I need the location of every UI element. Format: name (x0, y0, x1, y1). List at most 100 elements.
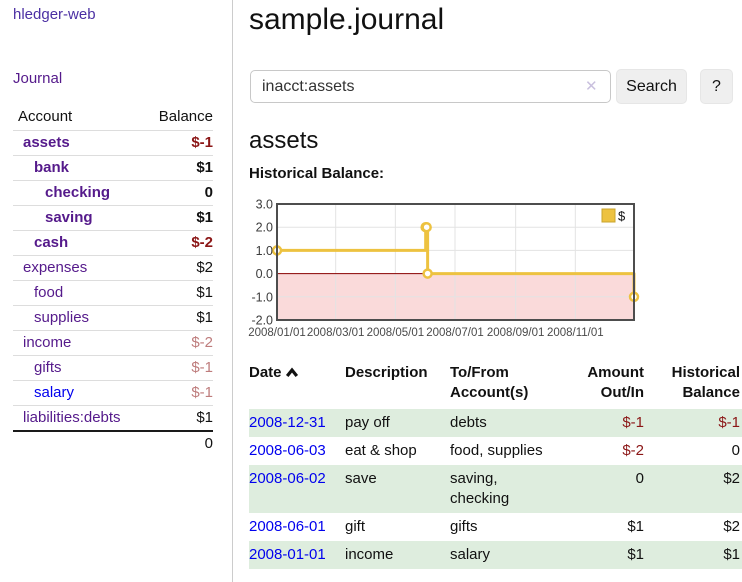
account-balance: $2 (141, 255, 213, 281)
account-link-liabilities-debts[interactable]: liabilities:debts (23, 409, 121, 426)
register-table: Date Description To/From Account(s) Amou… (249, 360, 742, 569)
transaction-date-cell: 2008-06-02 (249, 465, 345, 513)
main-content: sample.journal ✕ Search ? assets Histori… (248, 0, 742, 582)
accounts-total-row: 0 (13, 430, 213, 456)
y-axis-tick-label: 2.0 (256, 221, 273, 235)
y-axis-tick-label: 3.0 (256, 198, 273, 212)
chart-border (276, 203, 635, 321)
search-input[interactable] (250, 70, 611, 103)
transaction-date-link[interactable]: 2008-12-31 (249, 414, 326, 431)
account-row: liabilities:debts $1 (13, 405, 213, 431)
register-table-body: 2008-12-31 pay off debts $-1 $-1 2008-06-03 ea… (249, 409, 742, 569)
transaction-date-link[interactable]: 2008-06-02 (249, 470, 326, 487)
account-link-cash[interactable]: cash (34, 234, 69, 251)
transaction-amount: $-2 (622, 442, 644, 459)
transaction-accounts: debts (450, 414, 487, 431)
account-balance: 0 (141, 180, 213, 206)
account-name-cell: bank (13, 155, 142, 181)
account-name-cell: gifts (13, 355, 142, 381)
y-axis-tick-label: -2.0 (251, 314, 273, 328)
clear-search-icon[interactable]: ✕ (585, 78, 598, 95)
transaction-date-link[interactable]: 2008-06-01 (249, 518, 326, 535)
register-header-date[interactable]: Date (249, 360, 345, 409)
account-row: gifts $-1 (13, 355, 213, 381)
transaction-balance: $2 (723, 470, 740, 487)
account-row: salary $-1 (13, 380, 213, 406)
transaction-date-link[interactable]: 2008-01-01 (249, 546, 326, 563)
legend-label: $ (618, 209, 626, 224)
account-link-expenses[interactable]: expenses (23, 259, 88, 276)
y-axis-tick-label: 1.0 (256, 244, 273, 258)
transaction-row: 2008-06-03 eat & shop food, supplies $-2 0 (249, 437, 742, 465)
register-header-description: Description (345, 364, 428, 381)
transaction-date-cell: 2008-06-01 (249, 513, 345, 541)
x-axis-tick-label: 2008/03/01 (307, 327, 365, 339)
account-row: food $1 (13, 280, 213, 306)
account-link-salary[interactable]: salary (34, 384, 75, 401)
account-name-cell: food (13, 280, 142, 306)
help-button[interactable]: ? (700, 69, 733, 104)
transaction-date-link[interactable]: 2008-06-03 (249, 442, 326, 459)
account-link-checking[interactable]: checking (45, 184, 111, 201)
search-button[interactable]: Search (616, 69, 687, 104)
account-heading: assets (249, 127, 319, 154)
register-header-balance: Historical Balance (671, 364, 740, 401)
account-row: checking 0 (13, 180, 213, 206)
account-link-food[interactable]: food (34, 284, 64, 301)
account-link-supplies[interactable]: supplies (34, 309, 90, 326)
account-name-cell: assets (13, 131, 142, 156)
data-point-marker (422, 268, 433, 279)
register-header-accounts: To/From Account(s) (450, 364, 529, 401)
transaction-row: 2008-12-31 pay off debts $-1 $-1 (249, 409, 742, 437)
account-row: expenses $2 (13, 255, 213, 281)
transaction-accounts: saving, checking (450, 470, 510, 507)
account-row: bank $1 (13, 155, 213, 181)
transaction-balance: 0 (731, 442, 740, 459)
account-balance: $1 (141, 405, 213, 431)
account-row: assets $-1 (13, 131, 213, 156)
y-axis-tick-label: -1.0 (251, 290, 273, 304)
account-link-saving[interactable]: saving (45, 209, 93, 226)
account-balance: $-1 (191, 134, 213, 151)
transaction-description: pay off (345, 414, 390, 431)
transaction-row: 2008-06-02 save saving, checking 0 $2 (249, 465, 742, 513)
account-name-cell: income (13, 330, 142, 356)
date-header-label: Date (249, 364, 282, 381)
transaction-description: save (345, 470, 377, 487)
transaction-date-cell: 2008-06-03 (249, 437, 345, 465)
x-axis-tick-label: 2008/11/01 (547, 327, 604, 339)
transaction-date-cell: 2008-12-31 (249, 409, 345, 437)
account-link-bank[interactable]: bank (34, 159, 70, 176)
register-header-row: Date Description To/From Account(s) Amou… (249, 360, 742, 409)
account-link-income[interactable]: income (23, 334, 72, 351)
transaction-amount: $1 (627, 546, 644, 563)
account-name-cell: supplies (13, 305, 142, 331)
page-title: sample.journal (249, 3, 445, 36)
account-name-cell: expenses (13, 255, 142, 281)
data-point-marker (421, 221, 432, 233)
transaction-accounts: salary (450, 546, 491, 563)
transaction-amount: $1 (627, 518, 644, 535)
account-row: cash $-2 (13, 230, 213, 256)
transaction-balance: $-1 (718, 414, 740, 431)
accounts-total-value: 0 (141, 430, 213, 456)
transaction-balance: $1 (723, 546, 740, 563)
y-axis-tick-label: 0.0 (256, 267, 273, 281)
account-row: saving $1 (13, 205, 213, 231)
account-row: income $-2 (13, 330, 213, 356)
account-name-cell: liabilities:debts (13, 405, 142, 431)
account-balance: $-2 (141, 230, 213, 256)
transaction-accounts: gifts (450, 518, 478, 535)
x-axis-tick-label: 2008/09/01 (487, 327, 545, 339)
app-title-link[interactable]: hledger-web (13, 6, 96, 23)
sidebar-item-journal[interactable]: Journal (13, 70, 63, 87)
accounts-header-row: Account Balance (13, 104, 213, 131)
transaction-balance: $2 (723, 518, 740, 535)
account-balance: $1 (141, 305, 213, 331)
account-link-gifts[interactable]: gifts (34, 359, 62, 376)
transaction-row: 2008-01-01 income salary $1 $1 (249, 541, 742, 569)
account-balance: $1 (141, 280, 213, 306)
account-link-assets[interactable]: assets (23, 134, 70, 151)
x-axis-tick-label: 2008/07/01 (426, 327, 484, 339)
transaction-description: eat & shop (345, 442, 417, 459)
